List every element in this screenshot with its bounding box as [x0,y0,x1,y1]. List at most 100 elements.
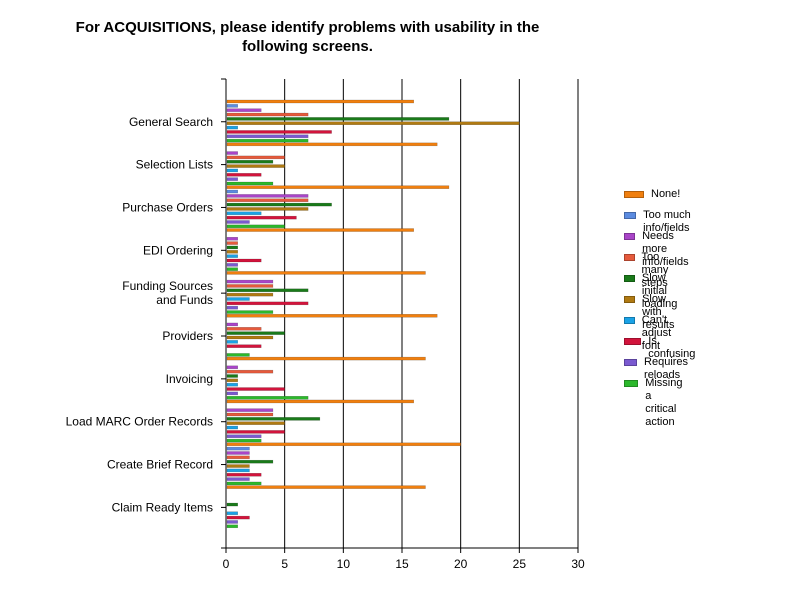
bar [226,108,262,112]
legend-swatch [624,380,639,387]
bar [226,327,262,331]
legend-swatch [624,233,636,240]
bar [226,408,274,412]
bar [226,117,450,121]
legend-swatch [624,212,637,219]
category-label: and Funds [156,293,213,307]
bar [226,267,238,271]
bar [226,322,238,327]
bar [226,292,274,297]
bar [226,391,238,396]
legend-item: Too many steps [624,251,678,290]
bar [226,301,309,306]
chart-title: For ACQUISITIONS, please identify proble… [40,18,575,56]
bar [226,340,238,344]
bar [226,446,250,451]
category-label: Selection Lists [136,158,213,172]
legend-item: Too much info/fields [624,209,697,235]
bar [226,382,238,387]
bar [226,305,238,310]
category-label: EDI Ordering [143,243,213,257]
bar [226,369,274,374]
bar [226,421,285,425]
bar [226,202,332,207]
legend-swatch [624,338,642,345]
x-tick-label: 15 [395,557,409,571]
legend-item: Requires reloads [624,356,695,382]
bar [226,99,414,104]
legend-item: Is confusing [624,335,698,361]
category-label: Claim Ready Items [112,500,213,514]
bar [226,524,238,529]
legend-label: Is confusing [648,335,696,360]
x-tick-label: 30 [571,557,585,571]
category-label: Funding Sources [122,279,213,293]
bar [226,134,309,139]
bar [226,520,238,524]
bar [226,220,250,224]
legend-label: Slow with results [642,293,675,331]
bar [226,477,250,481]
bar [226,356,426,361]
category-label: Purchase Orders [122,200,213,214]
legend-label: Needs more info/fields [642,230,689,268]
legend-label: Slow initial loading [641,272,678,310]
bar [226,425,238,430]
bar [226,468,250,473]
bar [226,335,274,340]
x-tick-label: 0 [223,557,230,571]
category-label: Load MARC Order Records [66,415,213,429]
chart-title-line-2: following screens. [242,38,373,55]
bar [226,189,238,194]
bar [226,459,274,464]
bar [226,485,426,489]
bar [226,314,438,318]
legend-label: Too many steps [641,251,669,289]
category-label: Providers [162,329,213,343]
bar [226,198,309,202]
bar [226,430,285,434]
bar [226,399,414,404]
bar [226,353,250,357]
bar [226,502,238,507]
x-tick-label: 25 [513,557,527,571]
bar [226,237,238,241]
legend-label: None! [651,188,681,200]
bar [226,284,274,288]
bar [226,155,285,160]
bar [226,288,309,293]
bar [226,442,461,447]
legend-item: Slow initial loading [624,272,686,311]
bar [226,263,238,267]
bar [226,434,262,438]
bar [226,211,262,216]
bar [226,258,262,263]
bar [226,451,250,455]
bar [226,387,285,391]
bar [226,344,262,348]
legend-label: Missing a critical action [645,377,683,428]
legend-item: Needs more info/fields [624,230,697,269]
legend-swatch [624,296,636,303]
bar [226,185,450,189]
bar [226,481,262,486]
category-label: Invoicing [166,372,213,386]
bar [226,168,238,173]
bar [226,138,309,143]
bar [226,378,238,383]
bar [226,473,262,477]
x-tick-label: 10 [337,557,351,571]
bar [226,194,309,198]
bar [226,271,426,275]
bar [226,142,438,147]
legend-swatch [624,191,644,198]
chart-title-line-1: For ACQUISITIONS, please identify proble… [75,19,540,36]
bar [226,241,238,245]
bar [226,151,238,155]
bar [226,417,321,421]
bar [226,365,238,370]
legend-item: Slow with results [624,293,683,332]
legend-swatch [624,275,635,282]
bar [226,396,309,400]
